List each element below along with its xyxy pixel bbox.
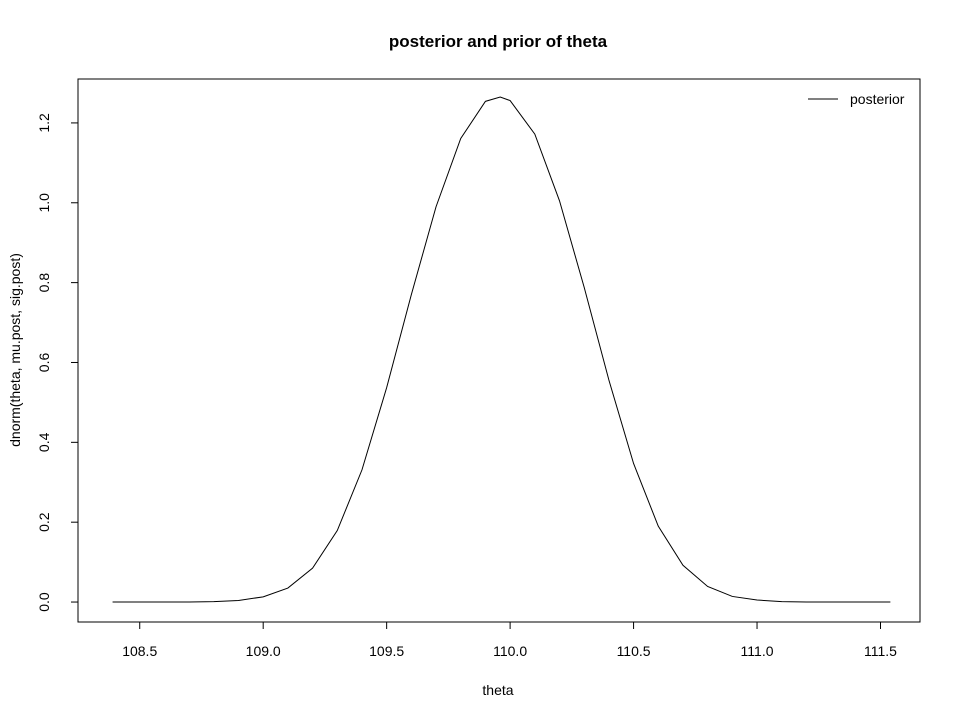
y-tick-label-0.6: 0.6 [36, 353, 52, 373]
y-tick-label-1.0: 1.0 [36, 193, 52, 213]
x-axis-label: theta [482, 682, 513, 698]
y-axis-label: dnorm(theta, mu.post, sig.post) [7, 253, 23, 447]
x-tick-label-109.0: 109.0 [246, 643, 281, 659]
x-tick-label-111.5: 111.5 [864, 643, 897, 659]
y-axis: 0.0 0.2 0.4 0.6 0.8 1.0 1.2 [36, 113, 79, 612]
x-tick-label-108.5: 108.5 [122, 643, 157, 659]
y-tick-label-0.2: 0.2 [36, 512, 52, 532]
y-tick-label-0.4: 0.4 [36, 432, 52, 452]
y-tick-label-0.0: 0.0 [36, 592, 52, 612]
y-tick-label-0.8: 0.8 [36, 273, 52, 293]
x-tick-label-110.5: 110.5 [617, 643, 651, 659]
posterior-series-line [112, 96, 891, 603]
chart-title: posterior and prior of theta [389, 32, 608, 51]
legend-label-posterior: posterior [850, 91, 905, 107]
x-tick-label-109.5: 109.5 [369, 643, 404, 659]
x-tick-label-110.0: 110.0 [493, 643, 527, 659]
y-tick-label-1.2: 1.2 [36, 113, 52, 133]
plot-frame [77, 78, 921, 623]
legend: posterior [808, 91, 905, 107]
x-tick-label-111.0: 111.0 [741, 643, 774, 659]
x-axis: 108.5 109.0 109.5 110.0 110.5 111.0 111.5 [122, 621, 897, 659]
